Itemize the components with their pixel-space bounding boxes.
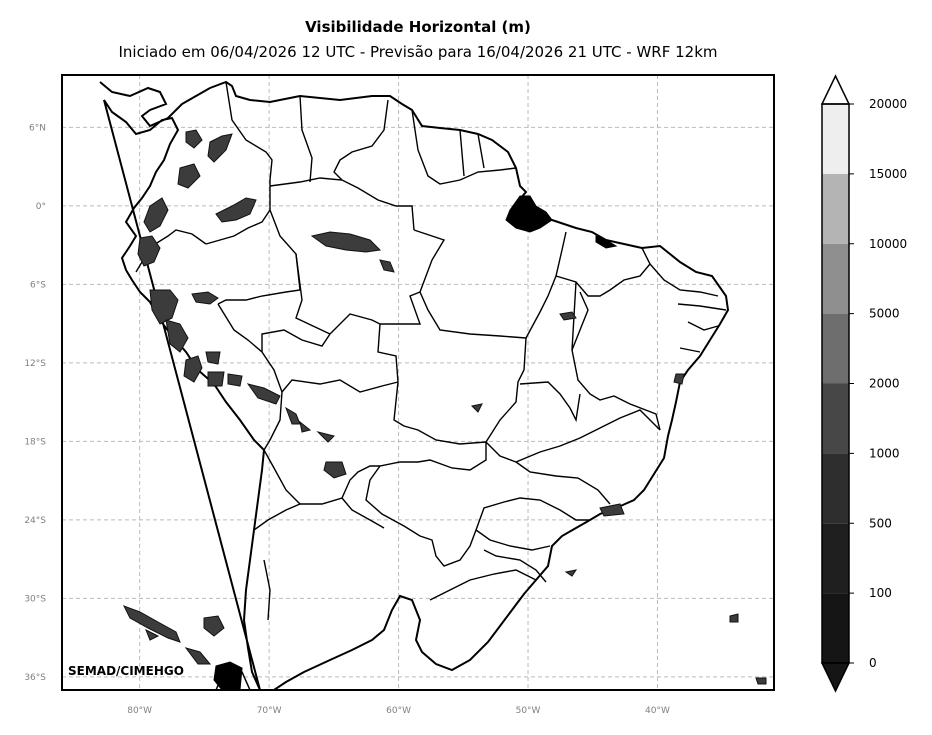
lat-tick-label: 12°S — [24, 359, 46, 369]
colorbar-segment — [822, 523, 849, 594]
colorbar-segment — [822, 104, 849, 174]
credit-label: SEMAD/CIMEHGO — [68, 664, 184, 678]
colorbar-tick-label: 500 — [869, 516, 892, 530]
map-background — [62, 75, 774, 690]
colorbar-tick-label: 0 — [869, 656, 877, 670]
longitude-tick-labels: 80°W 70°W 60°W 50°W 40°W — [127, 706, 670, 716]
lon-tick-label: 40°W — [645, 706, 670, 716]
lat-tick-label: 6°S — [30, 280, 46, 290]
map-frame — [61, 74, 775, 691]
country-borders — [135, 81, 727, 621]
low-visibility-patches — [213, 195, 618, 690]
colorbar-segment — [822, 453, 849, 524]
latitude-tick-labels: 6°N 0° 6°S 12°S 18°S 24°S 30°S 36°S — [24, 123, 46, 683]
lon-tick-label: 70°W — [257, 706, 282, 716]
colorbar-tick-label: 1000 — [869, 446, 900, 460]
map-features — [99, 80, 767, 690]
colorbar-segment — [822, 173, 849, 244]
visibility-patches — [122, 129, 767, 685]
chart-title: Visibilidade Horizontal (m) — [305, 18, 531, 36]
colorbar-tick-label: 10000 — [869, 237, 907, 251]
colorbar-tick-label: 100 — [869, 586, 892, 600]
lat-tick-label: 18°S — [24, 437, 46, 447]
lat-tick-label: 36°S — [24, 673, 46, 683]
colorbar: 0 100 500 1000 2000 5000 10000 15000 20000 — [820, 74, 907, 693]
colorbar-tick-label: 20000 — [869, 97, 907, 111]
lon-tick-label: 80°W — [127, 706, 152, 716]
lat-tick-label: 0° — [36, 202, 46, 212]
colorbar-segment — [822, 593, 849, 663]
chart-subtitle: Iniciado em 06/04/2026 12 UTC - Previsão… — [118, 43, 718, 61]
colorbar-extend-top — [820, 74, 851, 105]
continent-outline — [99, 80, 730, 690]
lat-tick-label: 6°N — [29, 123, 46, 133]
lat-tick-label: 24°S — [24, 516, 46, 526]
colorbar-tick-label: 5000 — [869, 307, 900, 321]
colorbar-tick-label: 2000 — [869, 377, 900, 391]
colorbar-segment — [822, 383, 849, 454]
lon-tick-label: 50°W — [516, 706, 541, 716]
colorbar-extend-bottom — [820, 662, 851, 693]
lon-tick-label: 60°W — [386, 706, 411, 716]
colorbar-tick-label: 15000 — [869, 167, 907, 181]
colorbar-segment — [822, 313, 849, 384]
lat-tick-label: 30°S — [24, 594, 46, 604]
colorbar-segment — [822, 243, 849, 314]
